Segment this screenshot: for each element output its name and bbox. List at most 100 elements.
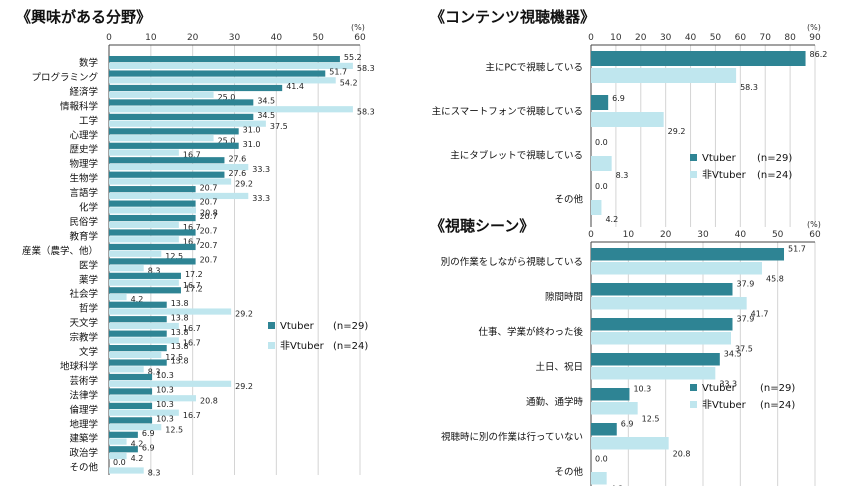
tick-label: 60 xyxy=(735,33,747,43)
bar-vtuber xyxy=(109,99,254,106)
value-label-non-vtuber: 8.3 xyxy=(148,266,161,275)
legend-swatch-non-vtuber xyxy=(690,401,697,408)
value-label-vtuber: 0.0 xyxy=(595,182,608,191)
bar-non-vtuber xyxy=(591,156,612,171)
category-label: その他 xyxy=(554,466,583,478)
bar-vtuber xyxy=(591,283,733,296)
value-label-vtuber: 51.7 xyxy=(329,68,347,77)
tick-label: 80 xyxy=(784,33,796,43)
bar-non-vtuber xyxy=(591,472,607,485)
category-label: 芸術学 xyxy=(69,375,98,387)
category-label: 仕事、学業が終わった後 xyxy=(478,326,583,338)
chart-title: 《コンテンツ視聴機器》 xyxy=(430,8,595,26)
category-label: 生物学 xyxy=(69,173,98,185)
tick-label: 20 xyxy=(660,230,672,240)
bar-vtuber xyxy=(591,423,617,436)
category-label: 物理学 xyxy=(69,158,98,170)
category-label: 薬学 xyxy=(79,274,98,286)
category-label: 法律学 xyxy=(69,389,98,401)
bar-vtuber xyxy=(109,186,196,193)
legend-label-non-vtuber: 非Vtuber xyxy=(280,340,325,352)
value-label-non-vtuber: 8.3 xyxy=(148,469,161,478)
tick-label: 30 xyxy=(660,33,672,43)
bar-vtuber xyxy=(109,417,153,424)
value-label-non-vtuber: 16.7 xyxy=(183,339,201,348)
value-label-non-vtuber: 29.2 xyxy=(235,180,253,189)
value-label-vtuber: 10.3 xyxy=(156,386,174,395)
category-label: 社会学 xyxy=(69,288,98,300)
bar-non-vtuber xyxy=(109,120,266,127)
value-label-non-vtuber: 29.2 xyxy=(235,382,253,391)
legend-label-non-vtuber: 非Vtuber xyxy=(702,399,747,411)
bar-non-vtuber xyxy=(109,380,232,387)
bar-vtuber xyxy=(591,95,609,110)
value-label-non-vtuber: 20.8 xyxy=(200,396,218,405)
category-label: 宗教学 xyxy=(69,332,98,344)
category-label: 文学 xyxy=(79,346,98,358)
value-label-vtuber: 13.8 xyxy=(171,342,189,351)
chart-2: 《コンテンツ視聴機器》 (%) 0 10 20 30 40 50 60 70 80 90 主にPCで視聴… xyxy=(430,8,827,227)
tick-label: 40 xyxy=(735,230,747,240)
bar-non-vtuber xyxy=(109,294,127,301)
category-label: 歴史学 xyxy=(69,144,98,156)
value-label-non-vtuber: 29.2 xyxy=(668,127,686,136)
legend-label-non-vtuber: 非Vtuber xyxy=(702,169,747,181)
value-label-non-vtuber: 58.3 xyxy=(357,107,375,116)
unit-label: (%) xyxy=(807,220,821,229)
category-label: 主にスマートフォンで視聴している xyxy=(432,106,583,118)
bar-non-vtuber xyxy=(109,366,144,373)
legend-swatch-vtuber xyxy=(690,384,697,391)
value-label-non-vtuber: 16.7 xyxy=(183,281,201,290)
legend-n-label: (n=29) xyxy=(333,321,368,332)
bar-non-vtuber xyxy=(109,452,127,460)
bar-vtuber xyxy=(109,171,225,178)
legend-n-label: (n=29) xyxy=(760,383,795,394)
value-label-vtuber: 31.0 xyxy=(243,140,261,149)
chart-1: 《興味がある分野》 (%) 0 10 20 30 40 50 60 数学 55.2 58.3 プログラミ… xyxy=(16,8,375,478)
bar-vtuber xyxy=(591,51,806,66)
category-label: 政治学 xyxy=(69,447,98,459)
value-label-non-vtuber: 4.2 xyxy=(131,440,144,449)
value-label-vtuber: 37.9 xyxy=(736,280,754,289)
value-label-vtuber: 34.5 xyxy=(724,350,742,359)
value-label-non-vtuber: 4.2 xyxy=(605,215,618,224)
tick-label: 20 xyxy=(635,33,647,43)
bar-vtuber xyxy=(591,318,733,331)
bar-vtuber xyxy=(109,431,138,438)
value-label-vtuber: 34.5 xyxy=(257,97,275,106)
value-label-non-vtuber: 4.2 xyxy=(611,485,624,486)
value-label-non-vtuber: 33.3 xyxy=(719,380,737,389)
value-label-non-vtuber: 16.7 xyxy=(183,151,201,160)
category-label: 言語学 xyxy=(69,187,98,199)
bar-non-vtuber xyxy=(109,395,197,402)
category-label: 視聴時に別の作業は行っていない xyxy=(441,431,583,443)
tick-label: 40 xyxy=(271,33,283,43)
value-label-non-vtuber: 58.3 xyxy=(740,83,758,92)
bar-vtuber xyxy=(109,84,283,92)
value-label-non-vtuber: 16.7 xyxy=(183,324,201,333)
value-label-vtuber: 13.8 xyxy=(171,299,189,308)
bar-vtuber xyxy=(109,330,167,337)
bar-vtuber xyxy=(591,353,720,366)
value-label-vtuber: 6.9 xyxy=(621,420,634,429)
bar-vtuber xyxy=(109,287,181,294)
tick-label: 10 xyxy=(623,230,635,240)
category-label: 天文学 xyxy=(69,317,98,329)
category-label: 産業（農学、他） xyxy=(22,245,98,257)
tick-label: 50 xyxy=(312,33,324,43)
value-label-vtuber: 10.3 xyxy=(633,385,651,394)
value-label-vtuber: 10.3 xyxy=(156,371,174,380)
category-label: 哲学 xyxy=(79,303,98,315)
value-label-vtuber: 20.7 xyxy=(200,183,218,192)
category-label: 医学 xyxy=(79,259,98,271)
value-label-vtuber: 20.7 xyxy=(200,198,218,207)
value-label-vtuber: 20.7 xyxy=(200,212,218,221)
legend-n-label: (n=24) xyxy=(760,400,795,411)
unit-label: (%) xyxy=(807,23,821,32)
bar-non-vtuber xyxy=(109,279,179,286)
legend-label-vtuber: Vtuber xyxy=(280,321,315,332)
value-label-vtuber: 10.3 xyxy=(156,414,174,423)
value-label-vtuber: 20.7 xyxy=(200,227,218,236)
value-label-non-vtuber: 8.3 xyxy=(616,171,629,180)
